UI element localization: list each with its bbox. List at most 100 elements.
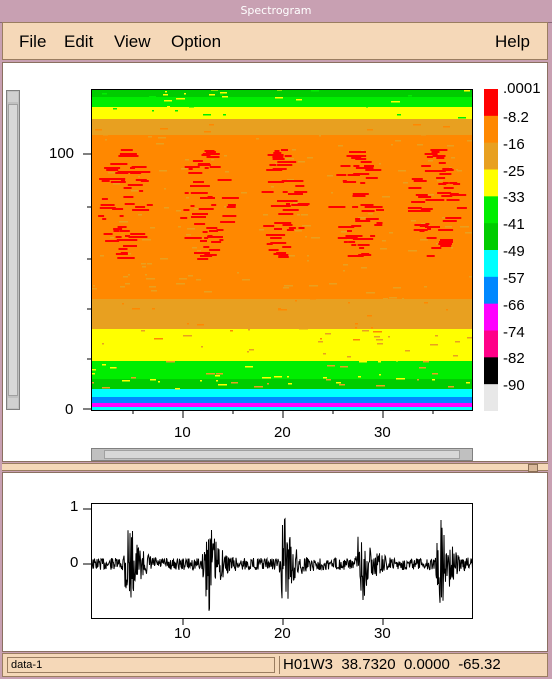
spectrogram-burst [273, 205, 291, 207]
spectrogram-burst [206, 227, 218, 229]
spectrogram-speckle [263, 214, 268, 216]
spectrogram-speckle [323, 353, 326, 355]
spectrogram-speckle [362, 330, 369, 332]
db-readout: -65.32 [458, 656, 501, 673]
menu-help[interactable]: Help [495, 32, 530, 51]
spectrogram-speckle [119, 221, 128, 223]
spectrogram-speckle [96, 300, 99, 302]
spectrogram-speckle [176, 245, 178, 247]
spectrogram-speckle [128, 274, 130, 276]
spectrogram-burst [438, 162, 446, 164]
spectrogram-speckle [224, 194, 226, 196]
colorbar-label: -41 [503, 216, 525, 234]
vertical-scroll-thumb[interactable] [8, 104, 18, 396]
spectrogram-burst [291, 204, 309, 206]
waveform-plot [91, 503, 473, 619]
spectrogram-speckle [211, 159, 214, 161]
spectrogram-burst [194, 223, 206, 225]
spectrogram-speckle [151, 290, 157, 292]
spectrogram-burst [200, 197, 215, 199]
spectrogram-speckle [305, 236, 307, 238]
horizontal-scrollbar[interactable] [91, 448, 473, 461]
spectrogram-burst [220, 221, 236, 223]
spectrogram-speckle [376, 339, 383, 341]
spectrogram-speckle [166, 361, 175, 363]
colorbar-swatch [484, 142, 498, 170]
vertical-scrollbar[interactable] [6, 90, 20, 410]
spectrogram-speckle [164, 262, 171, 264]
spectrogram-burst [376, 209, 384, 211]
spectrogram-burst [367, 167, 374, 169]
spectrogram-speckle [142, 239, 151, 241]
spectrogram-burst [431, 247, 442, 249]
spectrogram-speckle [250, 162, 254, 164]
spectrogram-speckle [150, 379, 156, 381]
spectrogram-speckle [393, 287, 401, 289]
spectrogram-speckle [367, 315, 372, 317]
spectrogram-speckle [283, 345, 291, 347]
colorbar-label: -74 [503, 323, 525, 341]
spectrogram-burst [127, 239, 138, 241]
horizontal-scroll-thumb[interactable] [104, 450, 460, 459]
spectrogram-burst [352, 195, 366, 197]
spectrogram-speckle [299, 328, 308, 330]
spectrogram-speckle [300, 221, 302, 223]
pane-sash[interactable] [2, 463, 548, 472]
spectrogram-speckle [141, 330, 145, 332]
spectrogram-speckle [176, 98, 185, 100]
menu-option[interactable]: Option [171, 32, 222, 51]
spectrogram-speckle [201, 346, 203, 348]
spectrogram-burst [365, 177, 378, 179]
spectrogram-speckle [92, 289, 95, 291]
spectrogram-speckle [100, 255, 104, 257]
spectrogram-speckle [262, 377, 271, 379]
spectrogram-speckle [138, 255, 144, 257]
menu-view[interactable]: View [114, 32, 151, 51]
spectrogram-band [91, 389, 473, 397]
menu-file[interactable]: File [19, 32, 47, 51]
spectrogram-burst [348, 241, 356, 243]
spectrogram-speckle [128, 165, 130, 167]
spectrogram-burst [440, 245, 452, 247]
scroll-up-arrow-icon[interactable] [8, 92, 18, 102]
colorbar-swatch [484, 250, 498, 278]
spectrogram-speckle [239, 236, 243, 238]
spectrogram-speckle [204, 291, 212, 293]
spectrogram-burst [101, 198, 108, 200]
spectrogram-speckle [197, 146, 206, 148]
spectrogram-burst [184, 166, 200, 168]
spectrogram-band [91, 379, 473, 389]
spectrogram-speckle [143, 326, 146, 328]
spectrogram-burst [102, 218, 107, 220]
spectrogram-burst [133, 236, 148, 238]
spectrogram-burst [439, 173, 452, 175]
spectrogram-speckle [147, 263, 152, 265]
spectrogram-band [91, 397, 473, 403]
spectrogram-burst [103, 233, 113, 235]
spectrogram-speckle [237, 129, 245, 131]
spectrogram-speckle [254, 386, 263, 388]
spectrogram-burst [210, 236, 223, 238]
spectrogram-speckle [149, 286, 156, 288]
spectrogram-burst [204, 167, 209, 169]
sash-handle[interactable] [528, 464, 538, 472]
spectrogram-burst [427, 228, 431, 230]
spectrogram-speckle [186, 205, 190, 207]
spectrogram-burst [115, 253, 128, 255]
spectrogram-speckle [221, 256, 228, 258]
spectrogram-speckle [260, 125, 269, 127]
spectrogram-burst [351, 157, 362, 159]
spectrogram-burst [418, 196, 432, 198]
spectrogram-speckle [307, 260, 309, 262]
spectrogram-speckle [280, 121, 285, 123]
spectrogram-burst [217, 179, 232, 181]
menu-edit[interactable]: Edit [64, 32, 94, 51]
spectrogram-burst [119, 230, 130, 232]
spectrogram-speckle [284, 285, 293, 287]
spectrogram-speckle [175, 110, 178, 112]
spectrogram-burst [281, 180, 293, 182]
spectrogram-burst [355, 220, 371, 222]
scroll-down-arrow-icon[interactable] [8, 398, 18, 408]
colorbar-swatch [484, 196, 498, 224]
spectrogram-burst [355, 218, 361, 220]
